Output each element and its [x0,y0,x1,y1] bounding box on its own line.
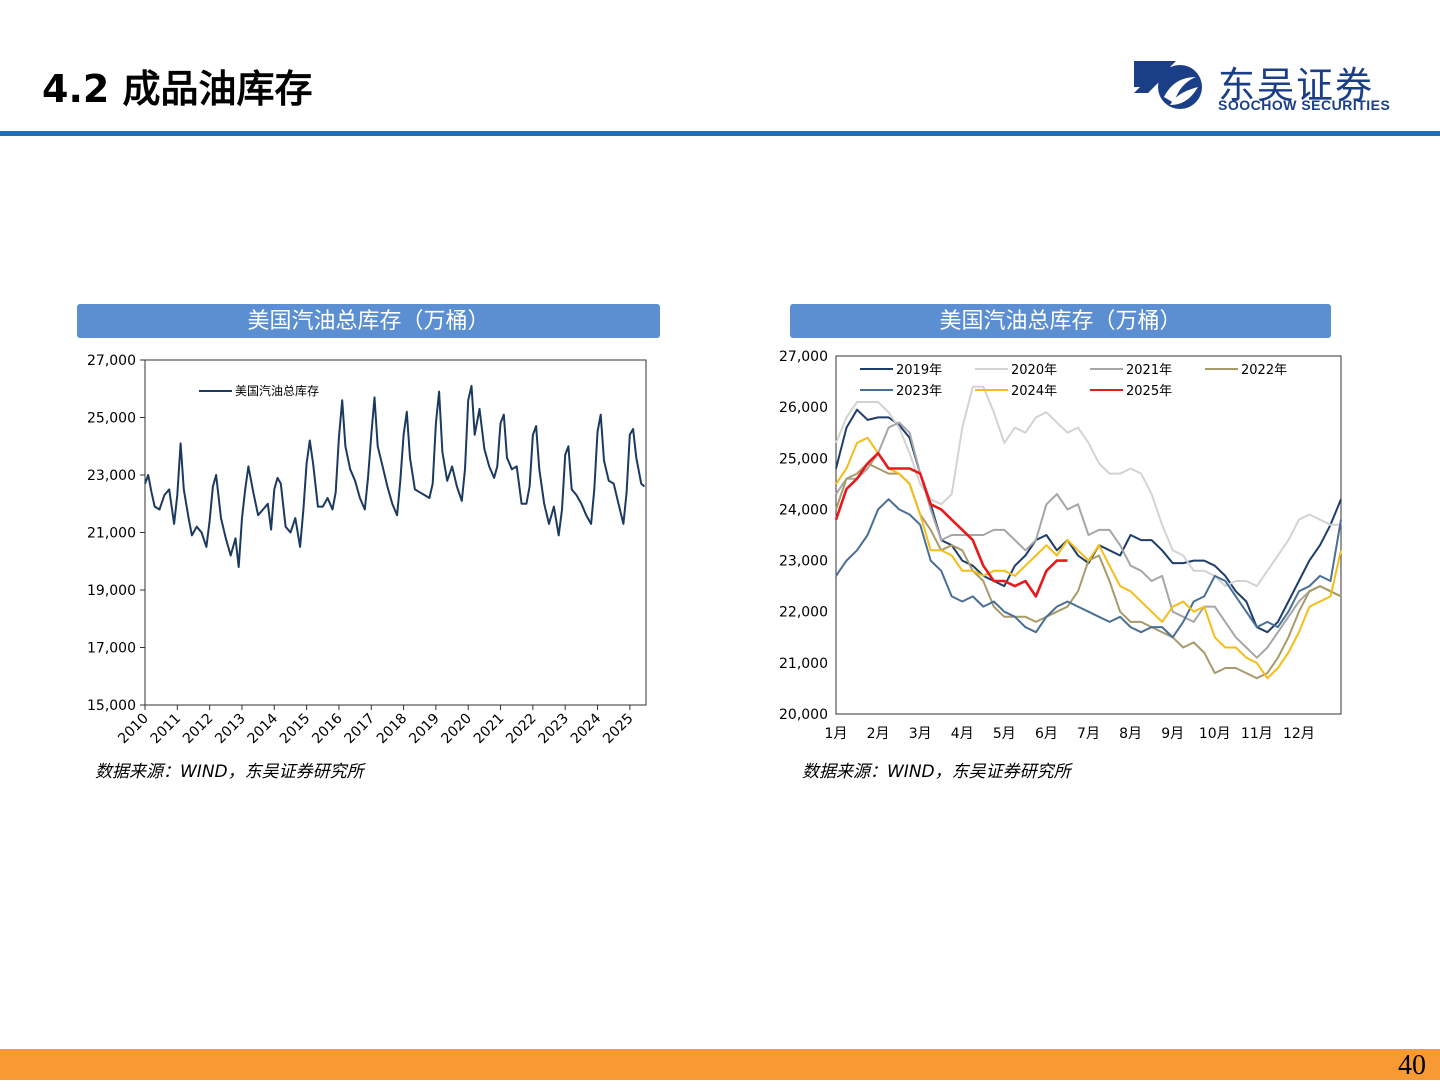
chart1-x-tick-label: 2010 [115,711,152,748]
chart2-legend-label: 2023年 [896,384,942,399]
chart2-y-tick-label: 21,000 [779,656,828,672]
chart2-y-tick-label: 25,000 [779,451,828,467]
chart1-y-tick-label: 15,000 [87,698,136,714]
chart1-x-tick-label: 2023 [536,711,573,748]
soochow-logo-icon [1134,61,1202,109]
chart2-x-tick-label: 10月 [1199,726,1231,742]
chart1-plot-frame [144,359,647,706]
chart1-y-tick-label: 25,000 [87,411,136,427]
chart1-total-gasoline-inventory: 15,000 17,000 19,000 21,000 23,000 25,000 27,0… [87,353,647,748]
chart1-x-tick-label: 2013 [212,711,249,748]
header-divider [0,131,1440,136]
chart2-series-line [835,462,1342,680]
chart2-x-tick-label: 8月 [1119,726,1142,742]
chart1-x-tick-label: 2014 [245,710,282,747]
footer-bar [0,1049,1440,1080]
chart1-x-tick-label: 2016 [309,710,346,747]
chart2-x-tick-label: 4月 [951,726,974,742]
chart1-x-tick-label: 2012 [180,711,217,748]
chart1-y-tick-label: 17,000 [87,641,136,657]
chart1-y-tick-label: 23,000 [87,468,136,484]
chart2-x-tick-label: 2月 [867,726,890,742]
chart2-legend-label: 2021年 [1126,363,1172,378]
logo-name-en: SOOCHOW SECURITIES [1218,97,1391,113]
chart1-x-tick-label: 2011 [148,711,185,748]
chart2-legend-label: 2020年 [1011,363,1057,378]
chart1-x-tick-label: 2015 [277,711,314,748]
logo-name-cn: 东吴证券 [1218,64,1374,107]
chart2-legend-label: 2022年 [1241,363,1287,378]
chart2-x-tick-label: 7月 [1077,726,1100,742]
chart2-y-tick-label: 22,000 [779,605,828,621]
chart2-seasonal-gasoline-inventory: 20,000 21,000 22,000 23,000 24,000 25,000 26,0… [779,349,1342,742]
page-title: 4.2 成品油库存 [42,67,313,111]
chart2-series-line [835,385,1341,588]
chart1-x-tick-label: 2020 [439,711,476,748]
chart1-x-tick-label: 2022 [503,711,540,748]
chart2-series-line [835,498,1342,639]
chart1-series-line [144,384,646,568]
chart1-x-tick-label: 2018 [374,711,411,748]
chart1-x-tick-label: 2021 [471,711,508,748]
chart1-y-tick-label: 27,000 [87,353,136,369]
chart2-x-tick-label: 6月 [1035,726,1058,742]
chart2-plot-frame [835,355,1342,715]
chart1-x-tick-label: 2017 [342,711,379,748]
chart1-y-tick-label: 21,000 [87,526,136,542]
chart2-x-tick-label: 3月 [909,726,932,742]
chart1-y-tick-label: 19,000 [87,583,136,599]
chart2-y-tick-label: 20,000 [779,707,828,723]
chart2-legend-label: 2025年 [1126,384,1172,399]
chart2-y-tick-label: 27,000 [779,349,828,365]
chart2-series-line [834,451,1068,598]
chart1-x-tick-label: 2024 [568,710,605,747]
chart2-source: 数据来源：WIND，东吴证券研究所 [802,762,1071,782]
chart2-x-tick-label: 1月 [825,726,848,742]
chart1-x-tick-label: 2025 [600,711,637,748]
chart1-source: 数据来源：WIND，东吴证券研究所 [95,762,364,782]
brand-logo: 东吴证券 SOOCHOW SECURITIES [1130,55,1410,115]
chart2-banner: 美国汽油总库存（万桶） [790,304,1331,338]
chart2-y-tick-label: 23,000 [779,554,828,570]
chart2-x-tick-label: 11月 [1241,726,1273,742]
chart1-legend-label: 美国汽油总库存 [235,383,319,398]
chart2-series-line [835,436,1342,680]
chart2-x-tick-label: 12月 [1283,726,1315,742]
chart2-x-tick-label: 5月 [993,726,1016,742]
chart2-x-tick-label: 9月 [1161,726,1184,742]
chart2-y-tick-label: 24,000 [779,502,828,518]
chart1-banner: 美国汽油总库存（万桶） [77,304,660,338]
page-number: 40 [1398,1050,1426,1081]
chart2-legend-label: 2019年 [896,363,942,378]
chart1-x-tick-label: 2019 [406,711,443,748]
chart2-y-tick-label: 26,000 [779,400,828,416]
chart2-legend-label: 2024年 [1011,384,1057,399]
